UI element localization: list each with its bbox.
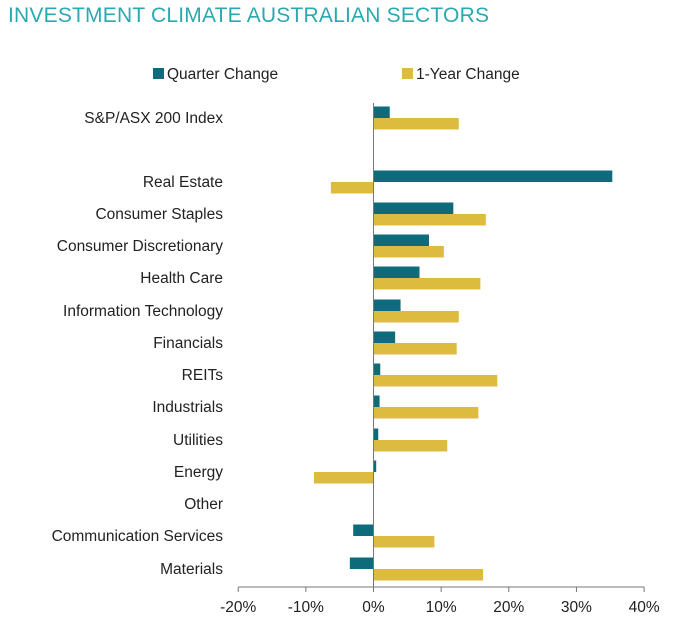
category-label: Real Estate: [143, 174, 223, 191]
x-tick-label: 20%: [493, 599, 524, 616]
category-label: Consumer Staples: [95, 206, 223, 223]
x-tick-label: 0%: [362, 599, 385, 616]
category-label: REITs: [182, 367, 224, 384]
category-label: S&P/ASX 200 Index: [84, 110, 223, 127]
x-tick-label: -10%: [288, 599, 324, 616]
bar-quarter-change: [373, 299, 401, 311]
legend: Quarter Change 1-Year Change: [153, 66, 520, 83]
bar-1-year-change: [373, 311, 459, 323]
legend-label-quarter: Quarter Change: [167, 66, 278, 83]
category-label: Utilities: [173, 432, 223, 449]
bar-quarter-change: [373, 170, 613, 182]
bar-1-year-change: [373, 440, 448, 452]
bar-1-year-change: [373, 536, 435, 548]
bar-quarter-change: [373, 428, 379, 440]
bar-quarter-change: [373, 331, 396, 343]
bar-1-year-change: [373, 278, 481, 290]
bar-quarter-change: [353, 524, 374, 536]
bar-1-year-change: [373, 246, 444, 258]
category-labels: S&P/ASX 200 Index Real Estate Consumer Sta…: [52, 110, 224, 578]
bar-1-year-change: [373, 118, 459, 130]
bar-1-year-change: [373, 343, 457, 355]
bars-layer: [313, 106, 613, 581]
category-label: Health Care: [140, 270, 223, 287]
bar-quarter-change: [373, 234, 429, 246]
x-tick-label: -20%: [220, 599, 256, 616]
bar-quarter-change: [349, 557, 374, 569]
bar-quarter-change: [373, 266, 420, 278]
category-label: Industrials: [152, 399, 223, 416]
x-tick-label: 10%: [426, 599, 457, 616]
x-tick-label: 30%: [561, 599, 592, 616]
x-tick-label: 40%: [629, 599, 660, 616]
bar-1-year-change: [330, 182, 374, 194]
bar-quarter-change: [373, 106, 390, 118]
category-label: Materials: [160, 561, 223, 578]
axes: [237, 103, 645, 592]
category-label: Financials: [153, 335, 223, 352]
bar-1-year-change: [313, 472, 374, 484]
chart-title: INVESTMENT CLIMATE AUSTRALIAN SECTORS: [8, 4, 490, 27]
category-label: Other: [184, 496, 223, 513]
bar-1-year-change: [373, 214, 486, 226]
legend-swatch-quarter: [153, 68, 164, 79]
bar-quarter-change: [373, 460, 377, 472]
category-label: Communication Services: [52, 528, 224, 545]
category-label: Energy: [174, 464, 223, 481]
legend-swatch-year: [402, 68, 413, 79]
bar-quarter-change: [373, 395, 380, 407]
category-label: Consumer Discretionary: [57, 238, 223, 255]
x-tick-labels: -20% -10% 0% 10% 20% 30% 40%: [220, 599, 660, 616]
category-label: Information Technology: [63, 303, 223, 320]
bar-quarter-change: [373, 202, 454, 214]
bar-1-year-change: [373, 407, 479, 419]
bar-1-year-change: [373, 569, 484, 581]
bar-quarter-change: [373, 363, 381, 375]
legend-label-year: 1-Year Change: [416, 66, 520, 83]
bar-1-year-change: [373, 375, 498, 387]
